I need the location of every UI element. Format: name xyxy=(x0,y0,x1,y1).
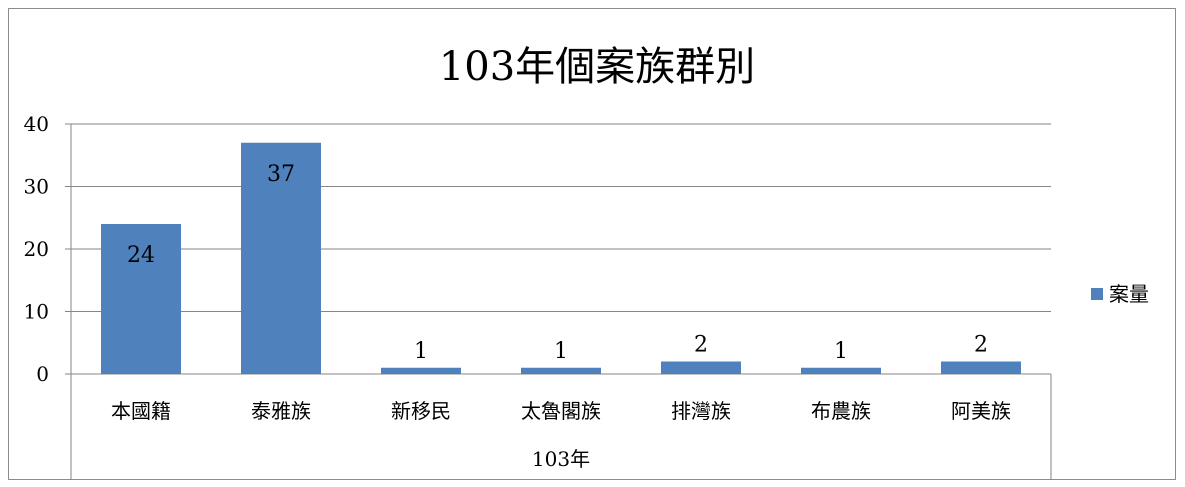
bar xyxy=(101,224,181,374)
data-label: 37 xyxy=(267,162,295,187)
bar xyxy=(661,361,741,374)
bar xyxy=(941,361,1021,374)
y-tick-label: 40 xyxy=(24,112,49,136)
data-label: 2 xyxy=(974,333,988,358)
data-label: 1 xyxy=(834,339,848,364)
bar xyxy=(801,367,881,374)
category-label: 排灣族 xyxy=(671,399,731,423)
data-labels: 24 37 1 1 2 1 2 xyxy=(127,162,988,364)
group-label: 103年 xyxy=(532,447,590,471)
legend: 案量 xyxy=(1091,282,1149,306)
category-label: 太魯閣族 xyxy=(521,399,601,423)
y-tick-label: 20 xyxy=(24,237,49,261)
category-label: 布農族 xyxy=(811,399,871,423)
y-tick-label: 0 xyxy=(36,362,49,386)
category-label: 本國籍 xyxy=(111,399,171,423)
data-label: 1 xyxy=(414,339,428,364)
gridlines xyxy=(71,123,1051,312)
y-tick-label: 30 xyxy=(24,175,49,199)
data-label: 24 xyxy=(127,243,155,268)
category-label: 阿美族 xyxy=(951,399,1011,423)
bar xyxy=(381,367,461,374)
legend-swatch xyxy=(1091,288,1103,300)
axes: 0 10 20 30 40 本國籍 泰雅族 新移民 太魯閣族 排灣族 布農族 阿美族 103年 xyxy=(24,112,1052,480)
y-tick-label: 10 xyxy=(24,300,49,324)
chart-title: 103年個案族群別 xyxy=(439,44,755,90)
chart-frame xyxy=(8,8,1176,480)
category-label: 新移民 xyxy=(391,399,451,423)
data-label: 2 xyxy=(694,333,708,358)
category-label: 泰雅族 xyxy=(251,399,311,423)
bars xyxy=(101,142,1021,374)
bar xyxy=(241,142,321,374)
bar xyxy=(521,367,601,374)
legend-label: 案量 xyxy=(1109,282,1149,306)
data-label: 1 xyxy=(554,339,568,364)
